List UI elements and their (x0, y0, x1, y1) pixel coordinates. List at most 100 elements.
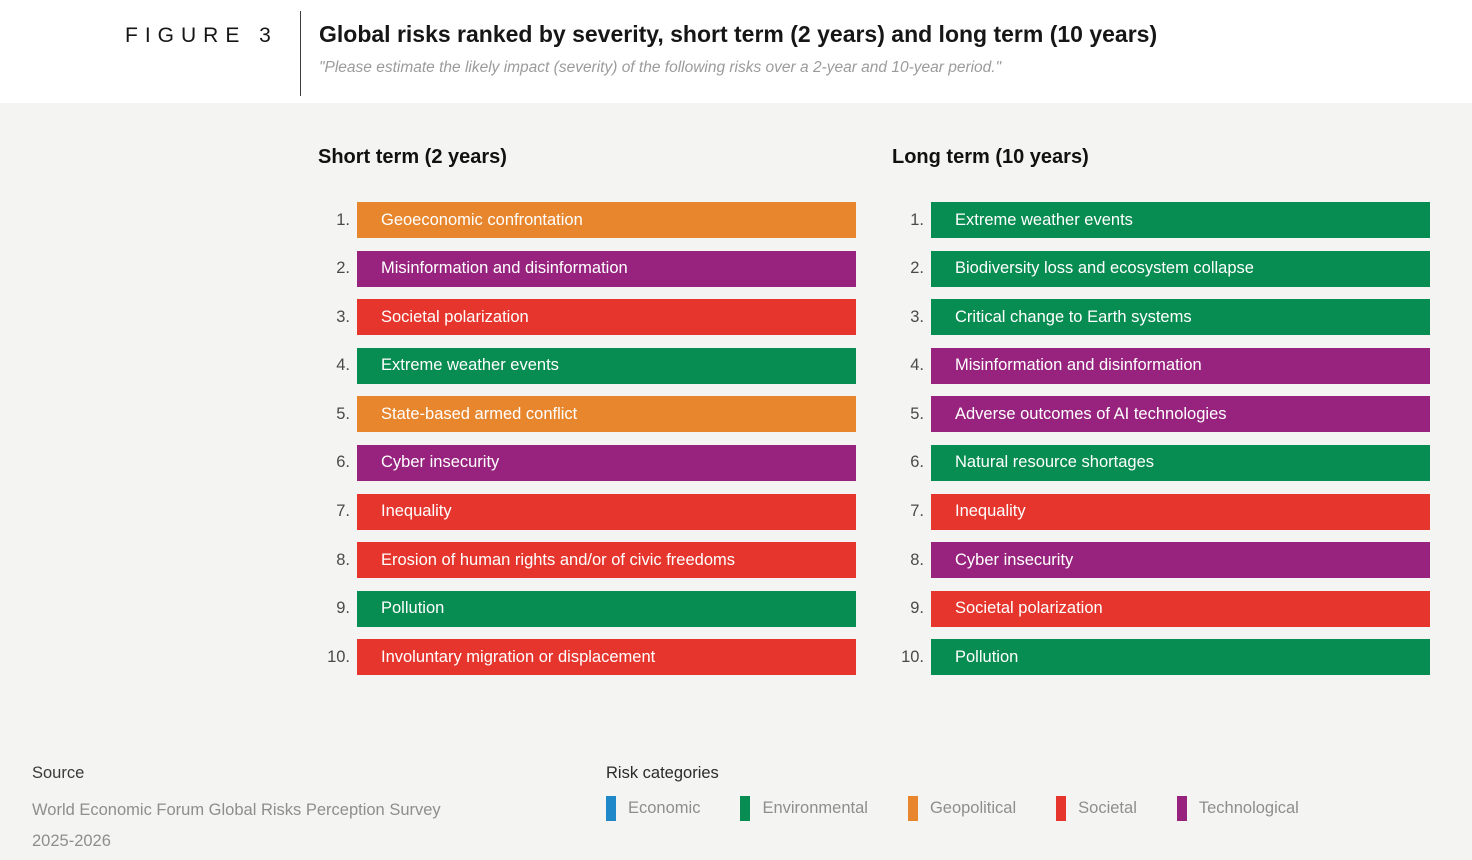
risk-rank: 7. (336, 502, 350, 521)
risk-rank: 1. (336, 210, 350, 229)
legend-item-economic: Economic (606, 796, 700, 821)
risk-bar-societal: Involuntary migration or displacement (357, 639, 856, 676)
risk-categories-heading: Risk categories (606, 764, 719, 782)
risk-label: Pollution (955, 647, 1019, 666)
header-divider (300, 11, 301, 96)
legend-label: Geopolitical (929, 799, 1017, 817)
risk-rank: 4. (336, 356, 350, 375)
risk-bar-geopolitical: State-based armed conflict (357, 396, 856, 433)
risk-bar-technological: Misinformation and disinformation (931, 347, 1430, 384)
legend-label: Economic (628, 799, 701, 817)
risk-row: 6. Cyber insecurity (318, 444, 856, 481)
risk-bar-societal: Erosion of human rights and/or of civic … (357, 542, 856, 579)
risk-row: 6. Natural resource shortages (892, 444, 1430, 481)
legend-item-environmental: Environmental (740, 796, 868, 821)
risk-rank: 7. (910, 502, 924, 521)
risk-row: 3. Critical change to Earth systems (892, 299, 1430, 336)
risk-bar-societal: Societal polarization (931, 590, 1430, 627)
risk-label: Erosion of human rights and/or of civic … (381, 550, 736, 569)
legend-swatch (1176, 796, 1187, 821)
risk-label: Inequality (381, 502, 452, 521)
risk-label: Critical change to Earth systems (955, 307, 1192, 326)
source-line-2: 2025-2026 (32, 832, 111, 850)
risk-rank: 4. (910, 356, 924, 375)
legend-swatch (907, 796, 918, 821)
legend-items: Economic Environmental Geopolitical Societa… (606, 796, 1339, 821)
risk-row: 4. Misinformation and disinformation (892, 347, 1430, 384)
source-heading: Source (32, 764, 85, 782)
risk-row: 2. Biodiversity loss and ecosystem collap… (892, 250, 1430, 287)
risk-rank: 9. (910, 599, 924, 618)
risk-rank: 6. (336, 453, 350, 472)
risk-label: Extreme weather events (955, 210, 1133, 229)
risk-label: Involuntary migration or displacement (381, 647, 656, 666)
risk-label: Misinformation and disinformation (955, 356, 1202, 375)
risk-label: Pollution (381, 599, 445, 618)
risk-label: Extreme weather events (381, 356, 559, 375)
risk-label: Geoeconomic confrontation (381, 210, 583, 229)
long-term-list: 1. Extreme weather events 2. Biodiversity l… (892, 202, 1430, 676)
short-term-heading: Short term (2 years) (318, 146, 507, 168)
risk-rank: 2. (910, 259, 924, 278)
risk-rank: 5. (910, 404, 924, 423)
figure-subtitle: "Please estimate the likely impact (seve… (319, 59, 1002, 76)
legend-item-technological: Technological (1176, 796, 1299, 821)
legend-swatch (606, 796, 616, 821)
risk-row: 9. Societal polarization (892, 590, 1430, 627)
risk-bar-environmental: Critical change to Earth systems (931, 299, 1430, 336)
risk-row: 4. Extreme weather events (318, 347, 856, 384)
risk-bar-societal: Inequality (931, 493, 1430, 530)
risk-bar-environmental: Natural resource shortages (931, 444, 1430, 481)
risk-label: Adverse outcomes of AI technologies (955, 404, 1227, 423)
risk-row: 1. Extreme weather events (892, 202, 1430, 238)
figure-header: FIGURE 3 Global risks ranked by severity… (0, 0, 1472, 103)
risk-rank: 8. (336, 550, 350, 569)
risk-row: 9. Pollution (318, 590, 856, 627)
risk-row: 2. Misinformation and disinformation (318, 250, 856, 287)
risk-row: 7. Inequality (892, 493, 1430, 530)
risk-rank: 3. (910, 307, 924, 326)
risk-bar-environmental: Extreme weather events (357, 347, 856, 384)
risk-bar-societal: Societal polarization (357, 299, 856, 336)
risk-row: 10. Pollution (892, 639, 1430, 676)
risk-bar-technological: Cyber insecurity (357, 444, 856, 481)
risk-row: 3. Societal polarization (318, 299, 856, 336)
legend-label: Environmental (762, 799, 868, 817)
risk-row: 7. Inequality (318, 493, 856, 530)
risk-bar-environmental: Pollution (357, 590, 856, 627)
risk-rank: 10. (327, 647, 350, 666)
risk-bar-environmental: Biodiversity loss and ecosystem collapse (931, 250, 1430, 287)
risk-bar-geopolitical: Geoeconomic confrontation (357, 202, 856, 238)
legend-label: Technological (1198, 799, 1299, 817)
risk-label: Misinformation and disinformation (381, 259, 628, 278)
risk-rank: 1. (910, 210, 924, 229)
legend-item-societal: Societal (1056, 796, 1137, 821)
figure-number-label: FIGURE 3 (125, 24, 278, 47)
legend-item-geopolitical: Geopolitical (907, 796, 1017, 821)
risk-label: State-based armed conflict (381, 404, 578, 423)
long-term-column: Long term (10 years) 1. Extreme weather e… (892, 146, 1430, 688)
risk-row: 10. Involuntary migration or displacement (318, 639, 856, 676)
short-term-list: 1. Geoeconomic confrontation 2. Misinformat… (318, 202, 856, 676)
risk-label: Biodiversity loss and ecosystem collapse (955, 259, 1254, 278)
risk-rank: 2. (336, 259, 350, 278)
risk-label: Societal polarization (381, 307, 529, 326)
risk-rank: 9. (336, 599, 350, 618)
risk-bar-societal: Inequality (357, 493, 856, 530)
risk-rank: 5. (336, 404, 350, 423)
short-term-column: Short term (2 years) 1. Geoeconomic confr… (318, 146, 856, 688)
risk-label: Cyber insecurity (955, 550, 1074, 569)
risk-label: Cyber insecurity (381, 453, 500, 472)
risk-categories-block: Risk categories Economic Environmental Geo… (606, 764, 1339, 821)
risk-rank: 8. (910, 550, 924, 569)
legend-swatch (1056, 796, 1067, 821)
risk-bar-environmental: Pollution (931, 639, 1430, 676)
source-line-1: World Economic Forum Global Risks Percep… (32, 801, 441, 819)
source-block: Source World Economic Forum Global Risks… (32, 764, 441, 857)
long-term-heading: Long term (10 years) (892, 146, 1089, 168)
legend-label: Societal (1078, 799, 1137, 817)
risk-label: Societal polarization (955, 599, 1103, 618)
risk-row: 5. State-based armed conflict (318, 396, 856, 433)
risk-rank: 3. (336, 307, 350, 326)
